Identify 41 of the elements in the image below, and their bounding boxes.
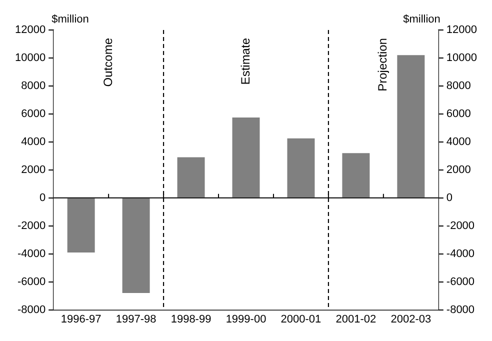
y2-tick-label: -6000 (446, 276, 475, 288)
y2-tick-label: 4000 (446, 136, 471, 148)
bar (122, 198, 150, 294)
y2-tick-label: 2000 (446, 164, 471, 176)
y-tick-label: 0 (39, 192, 46, 204)
y-tick-label: -8000 (17, 304, 46, 316)
x-tick-label: 1996-97 (60, 313, 102, 326)
y-axis-title: $million (52, 14, 89, 26)
x-tick-label: 1998-99 (170, 313, 212, 326)
x-tick-label: 2001-02 (336, 313, 376, 326)
bar (342, 153, 370, 198)
x-tick-label: 1997-98 (116, 313, 156, 326)
y-tick-label: -4000 (17, 248, 46, 260)
band-label: Projection (376, 38, 390, 92)
y-tick-label: 10000 (14, 52, 46, 64)
y-tick-label: -2000 (17, 220, 46, 232)
y2-axis-title: $million (403, 14, 440, 26)
bar (287, 138, 315, 198)
y2-tick-label: 0 (446, 192, 453, 204)
band-label: Estimate (238, 38, 252, 85)
y-tick-label: -6000 (17, 276, 46, 288)
band-label: Outcome (100, 38, 115, 87)
x-tick-label: 2000-01 (280, 313, 322, 326)
bar (232, 117, 260, 198)
y-tick-label: 4000 (21, 136, 46, 148)
y2-tick-label: 6000 (446, 108, 471, 120)
y-tick-label: 6000 (21, 108, 46, 120)
bar (397, 55, 425, 198)
y2-tick-label: 10000 (446, 52, 478, 64)
x-tick-label: 2002-03 (390, 313, 432, 326)
y2-tick-label: 8000 (446, 80, 471, 92)
y2-tick-label: -4000 (446, 248, 475, 260)
bar (177, 157, 205, 198)
y-tick-label: 8000 (21, 80, 46, 92)
y-tick-label: 2000 (21, 164, 46, 176)
y2-tick-label: -8000 (446, 304, 475, 316)
x-tick-label: 1999-00 (226, 313, 266, 326)
y2-tick-label: -2000 (446, 220, 475, 232)
y-tick-label: 12000 (14, 24, 46, 36)
bar (67, 198, 95, 252)
y2-tick-label: 12000 (446, 24, 478, 36)
